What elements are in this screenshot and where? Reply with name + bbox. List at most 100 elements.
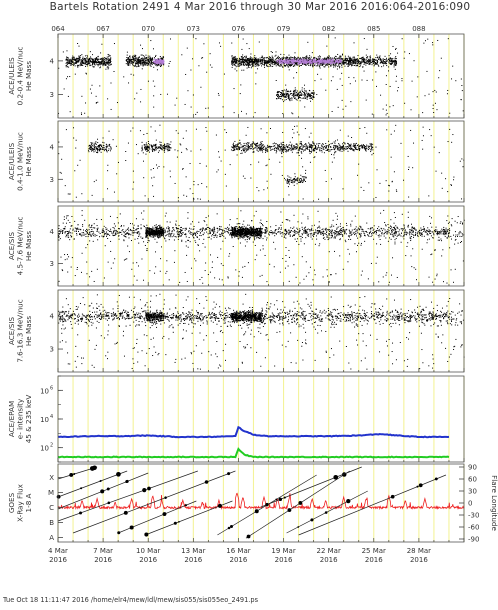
data-point xyxy=(145,142,147,144)
data-point xyxy=(241,48,243,50)
data-point xyxy=(358,146,360,148)
data-point xyxy=(151,60,153,62)
data-point xyxy=(82,62,84,64)
data-point xyxy=(249,147,251,149)
highlight-point xyxy=(304,62,306,64)
data-point xyxy=(259,149,261,151)
data-point xyxy=(248,67,250,69)
data-point xyxy=(372,146,374,148)
data-point xyxy=(79,234,81,236)
data-point xyxy=(287,93,289,95)
data-point xyxy=(156,64,158,66)
data-point xyxy=(451,78,453,80)
data-point xyxy=(266,64,268,66)
data-point xyxy=(237,142,239,144)
data-point xyxy=(377,61,379,63)
data-point xyxy=(322,58,324,60)
data-point xyxy=(80,63,82,65)
data-point xyxy=(367,56,369,58)
data-point xyxy=(291,148,293,150)
data-point xyxy=(366,148,368,150)
data-point xyxy=(305,145,307,147)
highlight-point xyxy=(313,60,315,62)
data-point xyxy=(69,62,71,64)
data-point xyxy=(298,96,300,98)
highlight-point xyxy=(302,62,304,64)
data-point xyxy=(296,63,298,65)
data-point xyxy=(104,148,106,150)
data-point xyxy=(89,59,91,61)
data-point xyxy=(234,61,236,63)
data-point xyxy=(313,93,315,95)
data-point xyxy=(292,148,294,150)
data-point xyxy=(109,55,111,57)
data-point xyxy=(138,61,140,63)
data-point xyxy=(351,65,353,67)
data-point xyxy=(246,64,248,66)
data-point xyxy=(280,95,282,97)
data-point xyxy=(441,187,443,189)
data-point xyxy=(393,130,395,132)
highlight-point xyxy=(310,59,312,62)
data-point xyxy=(98,61,100,63)
data-point xyxy=(162,58,164,60)
data-point xyxy=(369,63,371,65)
data-point xyxy=(130,61,132,63)
data-point xyxy=(302,179,304,181)
data-point xyxy=(290,56,292,58)
data-point xyxy=(256,62,258,64)
data-point xyxy=(302,91,304,93)
data-point xyxy=(288,63,290,65)
data-point xyxy=(272,61,274,63)
data-point xyxy=(85,231,87,233)
data-point xyxy=(352,63,354,65)
data-point xyxy=(294,97,296,99)
data-point xyxy=(272,60,274,62)
data-point xyxy=(388,185,390,187)
data-point xyxy=(337,106,339,108)
data-point xyxy=(155,54,157,56)
data-point xyxy=(297,64,299,66)
data-point xyxy=(253,61,255,63)
data-point xyxy=(348,60,350,62)
data-point xyxy=(394,68,396,70)
data-point xyxy=(68,62,70,64)
data-point xyxy=(350,57,352,59)
data-point xyxy=(144,56,146,58)
data-point xyxy=(280,57,282,59)
data-point xyxy=(341,146,343,148)
data-point xyxy=(341,72,343,74)
data-point xyxy=(279,63,281,65)
data-point xyxy=(90,92,92,94)
data-point xyxy=(357,144,359,146)
data-point xyxy=(253,150,255,152)
data-point xyxy=(338,149,340,151)
data-point xyxy=(127,60,129,62)
data-point xyxy=(133,58,135,60)
data-point xyxy=(247,145,249,147)
data-point xyxy=(350,64,352,66)
data-point xyxy=(339,144,341,146)
data-point xyxy=(428,195,430,197)
highlight-point xyxy=(159,63,162,65)
data-point xyxy=(97,61,99,63)
data-point xyxy=(163,166,165,168)
data-point xyxy=(218,42,220,44)
data-point xyxy=(235,64,237,66)
data-point xyxy=(246,67,248,69)
data-point xyxy=(331,57,333,59)
data-point xyxy=(315,57,317,59)
data-point xyxy=(259,146,261,148)
data-point xyxy=(106,58,108,60)
data-point xyxy=(350,62,352,64)
data-point xyxy=(363,61,365,63)
data-point xyxy=(93,151,95,153)
data-point xyxy=(319,64,321,66)
data-point xyxy=(300,65,302,67)
data-point xyxy=(276,148,278,150)
highlight-point xyxy=(332,58,334,60)
data-point xyxy=(367,59,369,61)
data-point xyxy=(359,61,361,63)
data-point xyxy=(317,73,319,75)
highlight-point xyxy=(337,62,339,64)
